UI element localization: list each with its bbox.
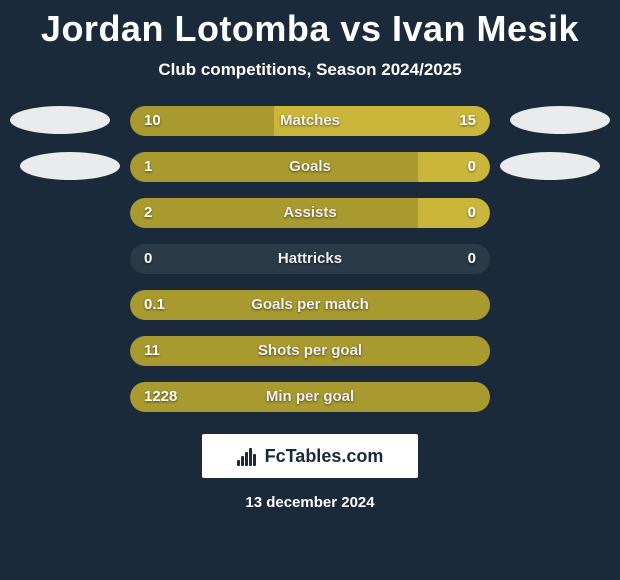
page-subtitle: Club competitions, Season 2024/2025 (0, 60, 620, 80)
stat-rows: 10Matches151Goals02Assists00Hattricks00.… (130, 106, 490, 412)
watermark: FcTables.com (202, 434, 418, 478)
player-photo-shadow (10, 106, 110, 134)
infographic-date: 13 december 2024 (0, 494, 620, 511)
stat-label: Matches (130, 106, 490, 136)
stat-row: 0.1Goals per match (130, 290, 490, 320)
chart-icon (237, 446, 259, 466)
stat-row: 1Goals0 (130, 152, 490, 182)
stat-value-right: 0 (468, 244, 476, 274)
comparison-chart: 10Matches151Goals02Assists00Hattricks00.… (0, 106, 620, 412)
stat-label: Goals per match (130, 290, 490, 320)
stat-value-right: 0 (468, 198, 476, 228)
stat-row: 0Hattricks0 (130, 244, 490, 274)
stat-label: Hattricks (130, 244, 490, 274)
stat-row: 10Matches15 (130, 106, 490, 136)
player-photo-shadow (20, 152, 120, 180)
stat-label: Goals (130, 152, 490, 182)
stat-label: Shots per goal (130, 336, 490, 366)
player-photo-shadow (500, 152, 600, 180)
stat-value-right: 0 (468, 152, 476, 182)
page-title: Jordan Lotomba vs Ivan Mesik (0, 0, 620, 50)
stat-row: 11Shots per goal (130, 336, 490, 366)
stat-label: Assists (130, 198, 490, 228)
stat-row: 1228Min per goal (130, 382, 490, 412)
stat-row: 2Assists0 (130, 198, 490, 228)
stat-value-right: 15 (459, 106, 476, 136)
watermark-text: FcTables.com (265, 446, 384, 467)
player-photo-shadow (510, 106, 610, 134)
stat-label: Min per goal (130, 382, 490, 412)
